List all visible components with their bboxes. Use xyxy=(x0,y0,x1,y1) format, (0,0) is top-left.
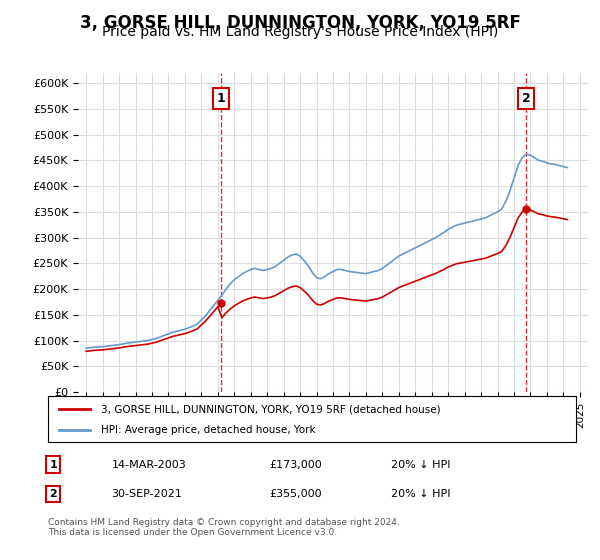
Text: 1: 1 xyxy=(217,92,226,105)
Text: 3, GORSE HILL, DUNNINGTON, YORK, YO19 5RF: 3, GORSE HILL, DUNNINGTON, YORK, YO19 5R… xyxy=(80,14,520,32)
Text: £355,000: £355,000 xyxy=(270,489,322,499)
Text: 2: 2 xyxy=(49,489,57,499)
Text: £173,000: £173,000 xyxy=(270,460,323,470)
Text: 2: 2 xyxy=(522,92,530,105)
Text: HPI: Average price, detached house, York: HPI: Average price, detached house, York xyxy=(101,424,316,435)
Text: Price paid vs. HM Land Registry's House Price Index (HPI): Price paid vs. HM Land Registry's House … xyxy=(102,25,498,39)
Text: 30-SEP-2021: 30-SEP-2021 xyxy=(112,489,182,499)
Text: Contains HM Land Registry data © Crown copyright and database right 2024.
This d: Contains HM Land Registry data © Crown c… xyxy=(48,518,400,538)
Text: 20% ↓ HPI: 20% ↓ HPI xyxy=(391,489,451,499)
Text: 14-MAR-2003: 14-MAR-2003 xyxy=(112,460,186,470)
Text: 3, GORSE HILL, DUNNINGTON, YORK, YO19 5RF (detached house): 3, GORSE HILL, DUNNINGTON, YORK, YO19 5R… xyxy=(101,404,440,414)
Text: 1: 1 xyxy=(49,460,57,470)
Text: 20% ↓ HPI: 20% ↓ HPI xyxy=(391,460,451,470)
